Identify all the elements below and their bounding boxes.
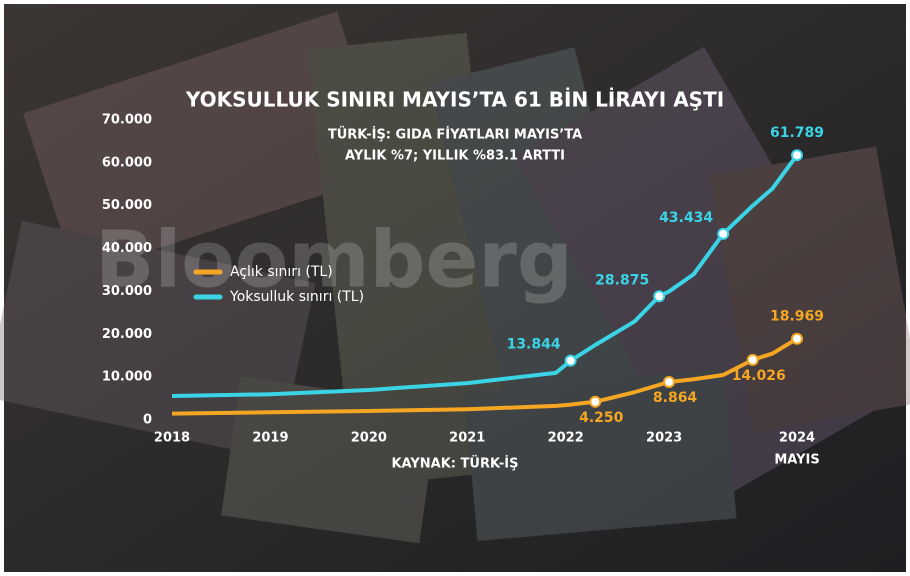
legend-label: Açlık sınırı (TL) bbox=[230, 264, 333, 280]
banknotes bbox=[0, 11, 910, 544]
watermark: Bloomberg bbox=[95, 215, 573, 305]
data-point bbox=[717, 227, 730, 240]
y-tick-label: 0 bbox=[143, 413, 152, 428]
x-tick-label: 2024 bbox=[779, 431, 815, 446]
data-point bbox=[653, 290, 666, 303]
series-line bbox=[171, 336, 799, 416]
y-tick-label: 40.000 bbox=[102, 241, 152, 256]
subtitle: TÜRK-İŞ: GIDA FİYATLARI MAYIS’TA bbox=[328, 127, 582, 143]
data-label: 14.026 bbox=[732, 368, 786, 384]
source: KAYNAK: TÜRK-İŞ bbox=[391, 456, 518, 472]
data-label: 28.875 bbox=[595, 272, 649, 288]
data-point bbox=[564, 354, 577, 367]
y-tick-label: 20.000 bbox=[102, 327, 152, 342]
x-tick-label: 2021 bbox=[449, 431, 485, 446]
y-tick-label: 50.000 bbox=[102, 198, 152, 213]
series-line bbox=[171, 154, 799, 398]
data-point bbox=[791, 332, 803, 345]
data-label: 13.844 bbox=[507, 337, 561, 353]
data-point bbox=[663, 376, 676, 389]
x-tick-label: 2018 bbox=[154, 431, 190, 446]
data-label: 8.864 bbox=[653, 390, 698, 406]
y-tick-label: 70.000 bbox=[102, 113, 152, 128]
subtitle: AYLIK %7; YILLIK %83.1 ARTTI bbox=[345, 149, 565, 164]
x-note: MAYIS bbox=[774, 453, 819, 468]
data-label: 18.969 bbox=[770, 309, 824, 325]
x-tick-label: 2023 bbox=[646, 431, 682, 446]
x-tick-label: 2019 bbox=[252, 431, 288, 446]
background bbox=[4, 4, 906, 572]
x-tick-label: 2022 bbox=[548, 431, 584, 446]
y-tick-label: 30.000 bbox=[102, 284, 152, 299]
data-label: 61.789 bbox=[770, 125, 824, 141]
data-label: 4.250 bbox=[579, 410, 624, 426]
y-tick-label: 10.000 bbox=[102, 370, 152, 385]
chart-title: YOKSULLUK SINIRI MAYIS’TA 61 BİN LİRAYI … bbox=[185, 88, 724, 112]
data-point bbox=[589, 395, 602, 408]
data-point bbox=[746, 353, 759, 366]
legend-label: Yoksulluk sınırı (TL) bbox=[229, 289, 364, 305]
data-label: 43.434 bbox=[659, 210, 713, 226]
x-tick-label: 2020 bbox=[351, 431, 387, 446]
y-tick-label: 60.000 bbox=[102, 155, 152, 170]
data-point bbox=[791, 149, 803, 162]
